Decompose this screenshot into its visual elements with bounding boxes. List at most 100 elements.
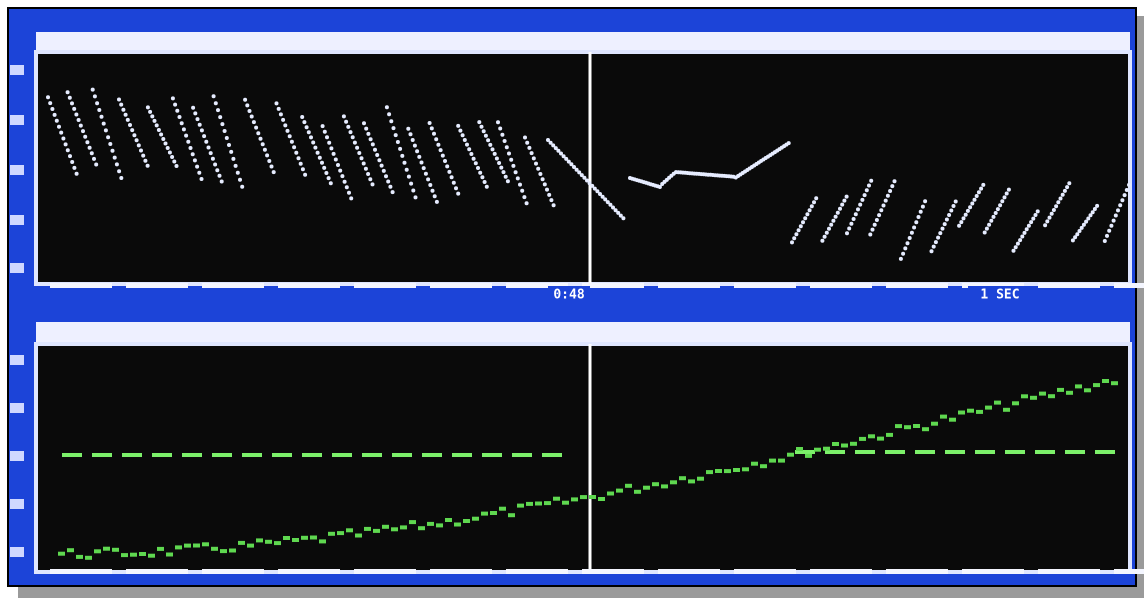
sample — [445, 164, 449, 168]
sample — [1036, 209, 1040, 213]
sample — [309, 135, 313, 139]
sample — [349, 196, 353, 200]
axis-dash — [50, 569, 112, 574]
axis-dash — [202, 283, 264, 288]
sample — [483, 180, 487, 184]
sample — [1050, 212, 1054, 216]
sample — [191, 152, 195, 156]
sample — [398, 147, 402, 151]
sample — [55, 119, 59, 123]
sample — [119, 176, 123, 180]
sample — [139, 149, 143, 153]
dash — [362, 453, 382, 457]
sample — [364, 167, 368, 171]
sample — [292, 145, 296, 149]
sample — [371, 182, 375, 186]
sample — [197, 171, 201, 175]
step — [139, 552, 146, 556]
sample — [820, 239, 824, 243]
sample — [856, 207, 860, 211]
step — [805, 454, 812, 458]
sample — [180, 121, 184, 125]
sample — [422, 166, 426, 170]
step — [535, 502, 542, 506]
sample — [503, 139, 507, 143]
sample — [499, 166, 503, 170]
sample — [525, 141, 529, 145]
sample — [1061, 193, 1065, 197]
sample — [389, 119, 393, 123]
sample — [879, 208, 883, 212]
sample — [97, 108, 101, 112]
sample — [175, 109, 179, 113]
sample — [193, 158, 197, 162]
sample — [150, 114, 154, 118]
sample — [396, 140, 400, 144]
sample — [543, 182, 547, 186]
step — [886, 433, 893, 437]
step — [823, 447, 830, 451]
sample — [903, 246, 907, 250]
sample — [380, 164, 384, 168]
panel-title-bar — [36, 32, 1130, 52]
sample — [386, 180, 390, 184]
sample — [1105, 234, 1109, 238]
sample — [465, 143, 469, 147]
sample — [391, 190, 395, 194]
sample — [964, 213, 968, 217]
step — [589, 495, 596, 499]
sample — [104, 128, 108, 132]
sample — [106, 135, 110, 139]
sample — [91, 88, 95, 92]
axis-dash — [658, 283, 720, 288]
sample — [171, 96, 175, 100]
sample — [204, 140, 208, 144]
sample — [175, 164, 179, 168]
step — [310, 536, 317, 540]
sample — [908, 236, 912, 240]
sample — [213, 163, 217, 167]
sample — [428, 183, 432, 187]
sample — [910, 231, 914, 235]
sample — [316, 151, 320, 155]
sample — [57, 125, 61, 129]
sample — [433, 194, 437, 198]
plot-area — [36, 344, 1130, 572]
sample — [153, 119, 157, 123]
sample — [1027, 224, 1031, 228]
sample — [875, 218, 879, 222]
dash — [422, 453, 442, 457]
sample — [829, 223, 833, 227]
sample — [321, 124, 325, 128]
sample — [248, 109, 252, 113]
sample — [392, 126, 396, 130]
sample — [799, 224, 803, 228]
sample — [364, 127, 368, 131]
dash — [1065, 450, 1085, 454]
axis-dash — [126, 283, 188, 288]
sample — [801, 220, 805, 224]
step — [1102, 379, 1109, 383]
y-mark — [10, 115, 24, 125]
sample — [888, 189, 892, 193]
sample — [1116, 208, 1120, 212]
sample — [362, 121, 366, 125]
sample — [845, 195, 849, 199]
sample — [366, 172, 370, 176]
sample — [886, 194, 890, 198]
sample — [405, 168, 409, 172]
sample — [245, 103, 249, 107]
step — [670, 480, 677, 484]
sample — [434, 137, 438, 141]
dash — [392, 453, 412, 457]
sample — [1103, 239, 1107, 243]
step — [895, 424, 902, 428]
step — [1012, 401, 1019, 405]
sample — [858, 203, 862, 207]
sample — [803, 216, 807, 220]
sample — [72, 107, 76, 111]
sample — [70, 160, 74, 164]
axis-dash — [202, 569, 264, 574]
axis-dash — [278, 283, 340, 288]
sample — [854, 212, 858, 216]
